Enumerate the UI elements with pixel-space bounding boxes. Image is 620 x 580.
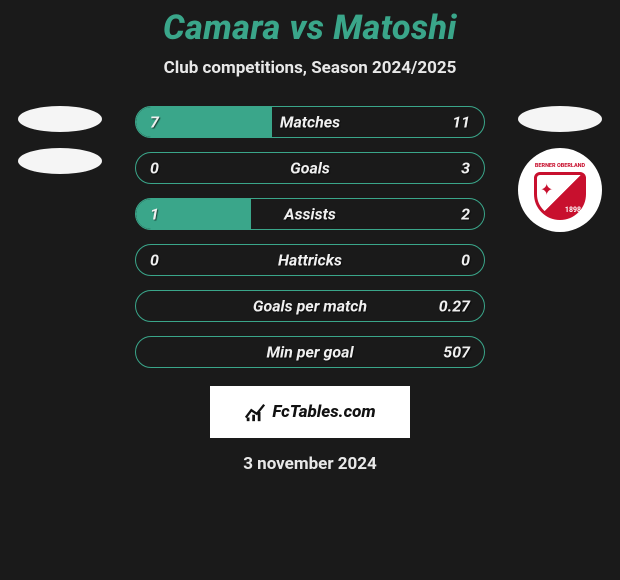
stat-left-value: 7: [150, 113, 159, 132]
comparison-content: BERNER OBERLAND ✦ 1898 7 Matches 11 0 Goals 3…: [0, 106, 620, 368]
stat-bar: 7 Matches 11: [135, 106, 485, 138]
club-crest: BERNER OBERLAND ✦ 1898: [530, 160, 590, 220]
left-player-badge-1: [18, 106, 102, 132]
stat-bar: 0 Hattricks 0: [135, 244, 485, 276]
stat-bars: 7 Matches 11 0 Goals 3 1 Assists 2 0 Hattricks 0 Goa…: [135, 106, 485, 368]
stat-bar: 0 Goals 3: [135, 152, 485, 184]
right-player-badge-1: [518, 106, 602, 132]
left-badge-column: [0, 106, 120, 174]
right-club-badge: BERNER OBERLAND ✦ 1898: [518, 148, 602, 232]
left-player-badge-2: [18, 148, 102, 174]
stat-label: Assists: [284, 205, 336, 224]
right-badge-column: BERNER OBERLAND ✦ 1898: [500, 106, 620, 232]
stat-right-value: 2: [461, 205, 470, 224]
branding-text: FcTables.com: [272, 402, 375, 422]
page-title: Camara vs Matoshi: [0, 0, 620, 48]
stat-bar: Min per goal 507: [135, 336, 485, 368]
stat-left-value: 0: [150, 159, 159, 178]
club-crest-star-icon: ✦: [540, 180, 553, 199]
stat-label: Min per goal: [266, 343, 353, 362]
stat-right-value: 3: [461, 159, 470, 178]
stat-bar: 1 Assists 2: [135, 198, 485, 230]
stat-left-value: 0: [150, 251, 159, 270]
stat-right-value: 507: [443, 343, 470, 362]
page-subtitle: Club competitions, Season 2024/2025: [0, 58, 620, 78]
stat-label: Goals per match: [253, 297, 367, 316]
branding-chart-icon: [244, 401, 266, 423]
stat-label: Hattricks: [278, 251, 342, 270]
stat-right-value: 11: [452, 113, 470, 132]
stat-label: Matches: [280, 113, 340, 132]
stat-label: Goals: [290, 159, 330, 178]
stat-left-value: 1: [150, 205, 159, 224]
stat-right-value: 0: [461, 251, 470, 270]
branding-banner: FcTables.com: [210, 386, 410, 438]
stat-right-value: 0.27: [439, 297, 470, 316]
stat-bar: Goals per match 0.27: [135, 290, 485, 322]
club-crest-year: 1898: [565, 206, 581, 214]
footer-date: 3 november 2024: [0, 454, 620, 474]
